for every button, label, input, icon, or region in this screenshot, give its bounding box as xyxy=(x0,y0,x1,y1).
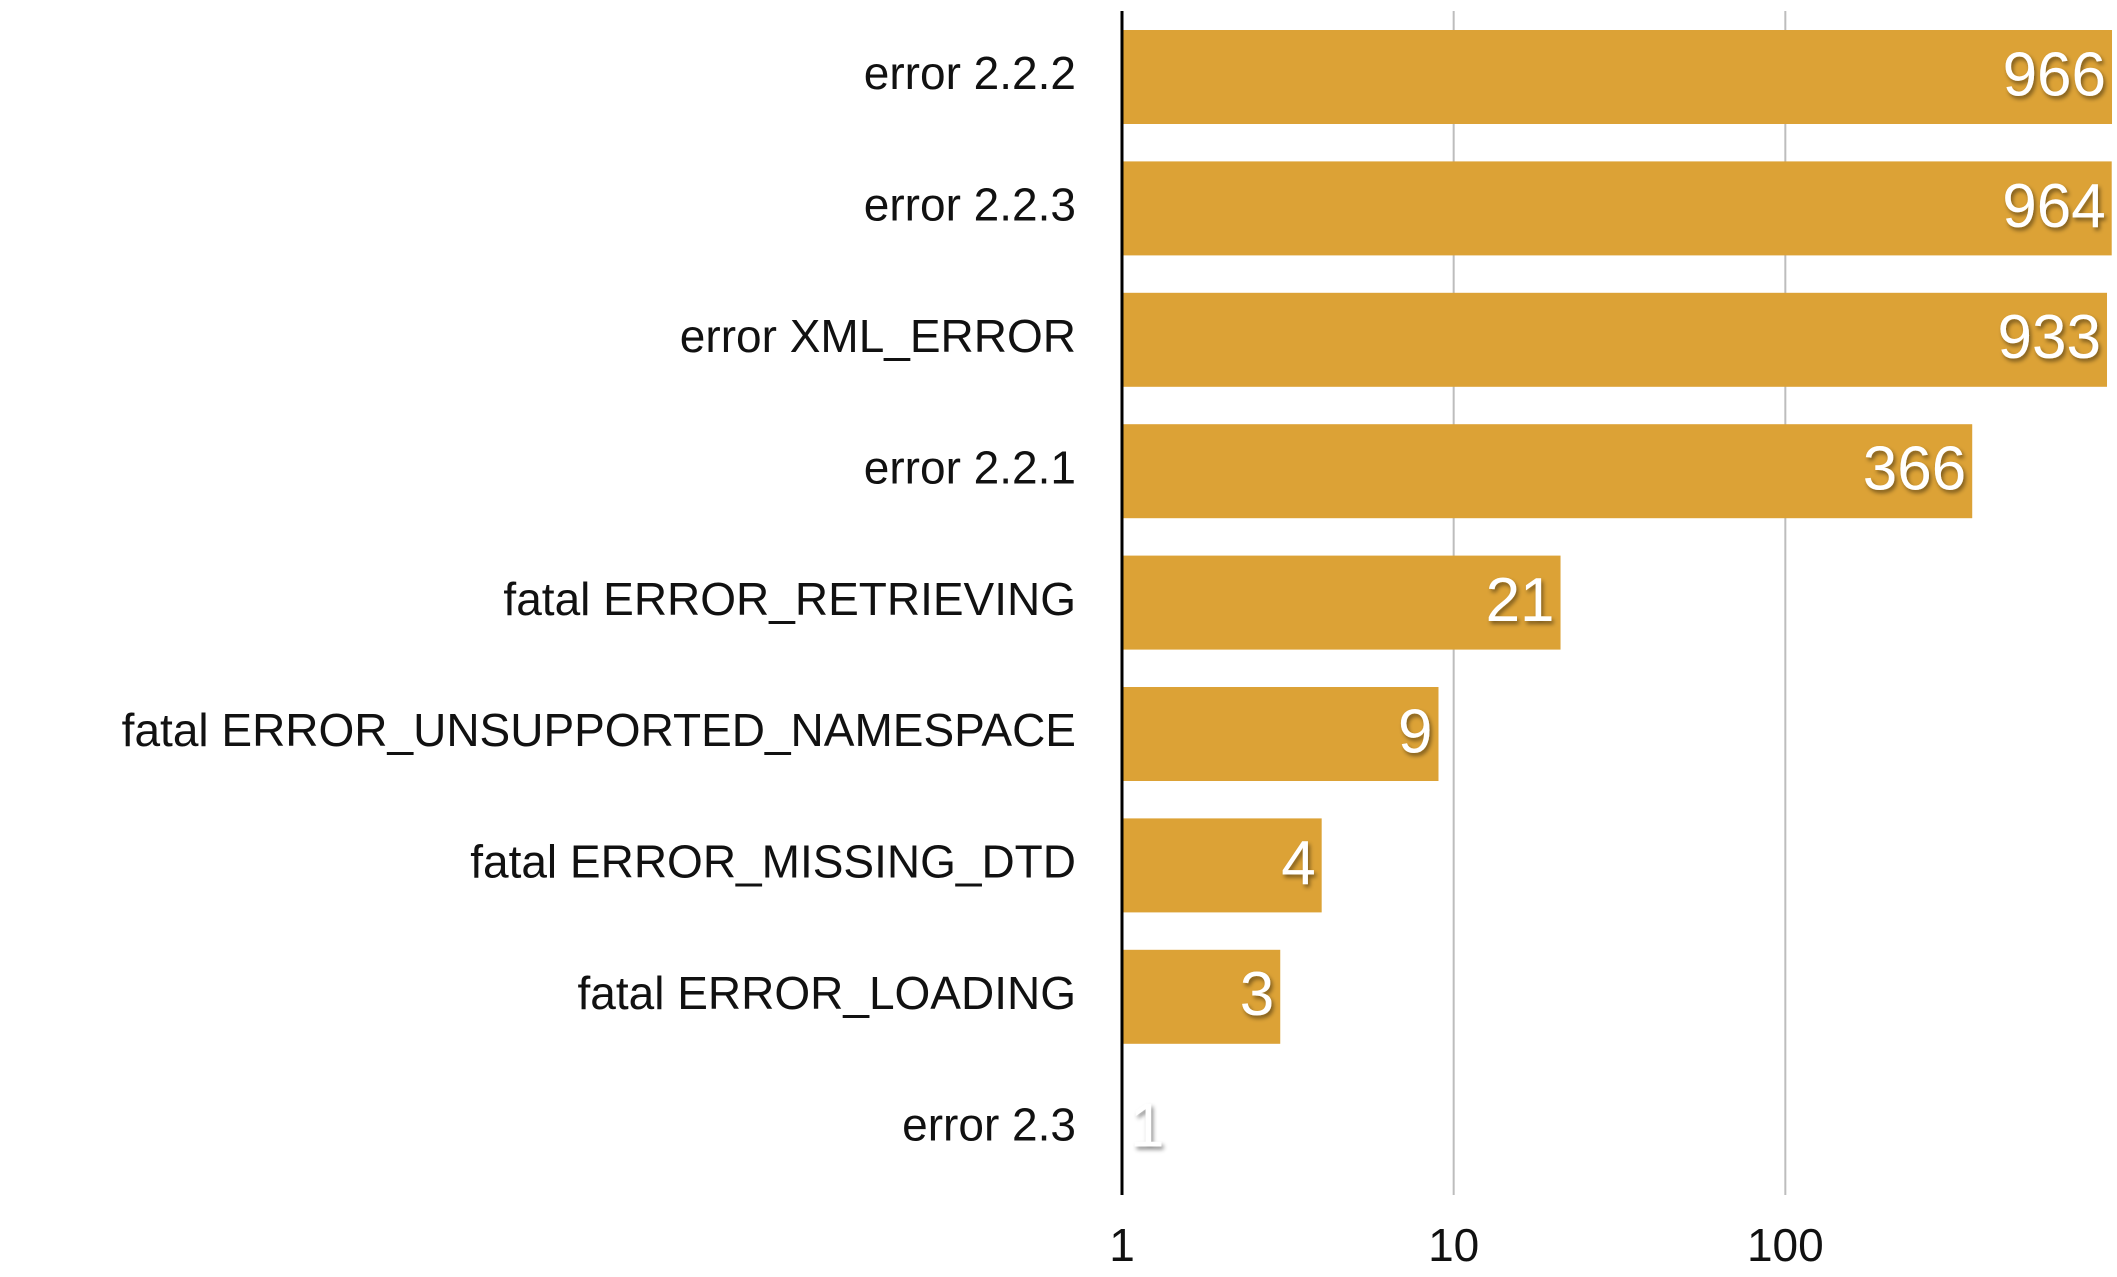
bar xyxy=(1122,687,1439,781)
bar xyxy=(1122,949,1281,1044)
value-label: 964 xyxy=(2002,172,2105,241)
x-tick-label: 1 xyxy=(1109,1219,1135,1271)
bar xyxy=(1122,30,2113,124)
bar xyxy=(1122,292,2108,387)
x-tick-label: 10 xyxy=(1428,1219,1479,1271)
bar xyxy=(1122,161,2112,256)
category-label: fatal ERROR_UNSUPPORTED_NAMESPACE xyxy=(122,704,1076,756)
value-label: 366 xyxy=(1863,435,1966,504)
category-label: error 2.2.2 xyxy=(864,47,1076,99)
category-label: error 2.2.3 xyxy=(864,179,1076,231)
x-tick-label: 100 xyxy=(1747,1219,1824,1271)
bar xyxy=(1122,818,1322,913)
category-label: fatal ERROR_RETRIEVING xyxy=(503,573,1076,625)
bar xyxy=(1122,555,1561,650)
value-label: 933 xyxy=(1998,303,2101,372)
category-label: error XML_ERROR xyxy=(680,310,1076,362)
value-label: 3 xyxy=(1240,960,1274,1029)
value-label: 1 xyxy=(1130,1092,1164,1161)
value-label: 21 xyxy=(1486,566,1555,635)
value-label: 966 xyxy=(2003,40,2106,109)
category-label: error 2.3 xyxy=(902,1098,1076,1150)
category-label: fatal ERROR_LOADING xyxy=(578,967,1076,1019)
category-label: error 2.2.1 xyxy=(864,441,1076,493)
value-label: 9 xyxy=(1398,697,1432,766)
bar xyxy=(1122,424,1973,519)
category-label: fatal ERROR_MISSING_DTD xyxy=(470,836,1076,888)
value-label: 4 xyxy=(1281,829,1315,898)
